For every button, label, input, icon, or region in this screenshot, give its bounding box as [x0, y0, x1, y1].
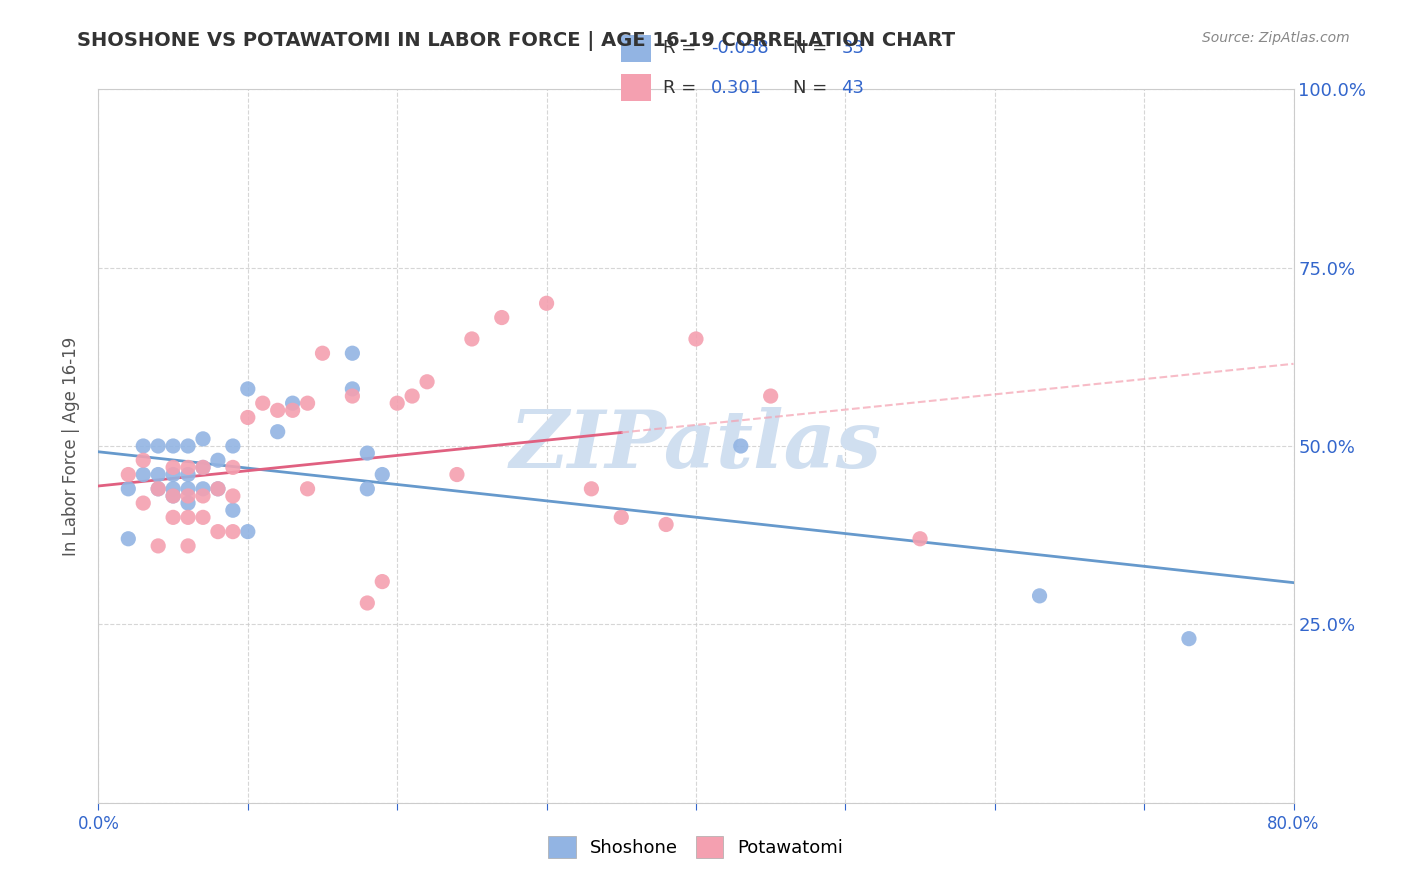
Point: [162, 439, 184, 453]
Text: N =: N =: [793, 78, 832, 96]
Point: [252, 396, 274, 410]
Point: [267, 403, 290, 417]
Point: [222, 439, 245, 453]
Point: [610, 510, 633, 524]
Text: N =: N =: [793, 39, 832, 57]
Text: R =: R =: [664, 78, 707, 96]
Point: [207, 482, 229, 496]
Point: [162, 489, 184, 503]
Point: [371, 467, 394, 482]
Point: [148, 539, 170, 553]
Text: 33: 33: [841, 39, 865, 57]
Point: [236, 524, 259, 539]
Point: [461, 332, 484, 346]
Point: [401, 389, 423, 403]
Point: [236, 382, 259, 396]
Point: [267, 425, 290, 439]
Point: [117, 467, 139, 482]
Point: [222, 503, 245, 517]
Point: [297, 396, 319, 410]
Point: [311, 346, 333, 360]
Point: [117, 482, 139, 496]
Point: [207, 524, 229, 539]
Point: [491, 310, 513, 325]
Point: [132, 439, 155, 453]
Bar: [620, 36, 651, 62]
Point: [162, 482, 184, 496]
Point: [132, 453, 155, 467]
Point: [191, 432, 214, 446]
Point: [536, 296, 558, 310]
Point: [207, 453, 229, 467]
Point: [148, 467, 170, 482]
Point: [162, 489, 184, 503]
Point: [655, 517, 678, 532]
Point: [148, 482, 170, 496]
Point: [162, 467, 184, 482]
Point: [177, 482, 200, 496]
Point: [281, 403, 304, 417]
Point: [222, 460, 245, 475]
Point: [177, 489, 200, 503]
Point: [342, 382, 364, 396]
Point: [581, 482, 603, 496]
Text: SHOSHONE VS POTAWATOMI IN LABOR FORCE | AGE 16-19 CORRELATION CHART: SHOSHONE VS POTAWATOMI IN LABOR FORCE | …: [77, 31, 956, 51]
Text: -0.058: -0.058: [711, 39, 769, 57]
Point: [191, 510, 214, 524]
Point: [1028, 589, 1050, 603]
Point: [177, 539, 200, 553]
Point: [281, 396, 304, 410]
Point: [1178, 632, 1201, 646]
Point: [342, 389, 364, 403]
Point: [416, 375, 439, 389]
Point: [222, 489, 245, 503]
Point: [191, 460, 214, 475]
Point: [730, 439, 752, 453]
Point: [908, 532, 931, 546]
Point: [446, 467, 468, 482]
Point: [162, 460, 184, 475]
Point: [177, 496, 200, 510]
Point: [342, 346, 364, 360]
Point: [191, 489, 214, 503]
Point: [759, 389, 782, 403]
Point: [356, 482, 378, 496]
Point: [177, 460, 200, 475]
Point: [371, 574, 394, 589]
Point: [685, 332, 707, 346]
Point: [356, 446, 378, 460]
Point: [177, 439, 200, 453]
Point: [148, 482, 170, 496]
Point: [132, 496, 155, 510]
Point: [297, 482, 319, 496]
Y-axis label: In Labor Force | Age 16-19: In Labor Force | Age 16-19: [62, 336, 80, 556]
Text: 43: 43: [841, 78, 865, 96]
Text: 0.301: 0.301: [711, 78, 762, 96]
Point: [191, 460, 214, 475]
Text: R =: R =: [664, 39, 702, 57]
Point: [236, 410, 259, 425]
Point: [132, 467, 155, 482]
Point: [191, 482, 214, 496]
Point: [222, 524, 245, 539]
Point: [148, 439, 170, 453]
Point: [162, 510, 184, 524]
Point: [117, 532, 139, 546]
Text: ZIPatlas: ZIPatlas: [510, 408, 882, 484]
Legend: Shoshone, Potawatomi: Shoshone, Potawatomi: [541, 829, 851, 865]
Point: [177, 467, 200, 482]
Text: Source: ZipAtlas.com: Source: ZipAtlas.com: [1202, 31, 1350, 45]
Point: [177, 510, 200, 524]
Point: [207, 482, 229, 496]
Point: [356, 596, 378, 610]
Bar: [620, 74, 651, 102]
Point: [385, 396, 409, 410]
